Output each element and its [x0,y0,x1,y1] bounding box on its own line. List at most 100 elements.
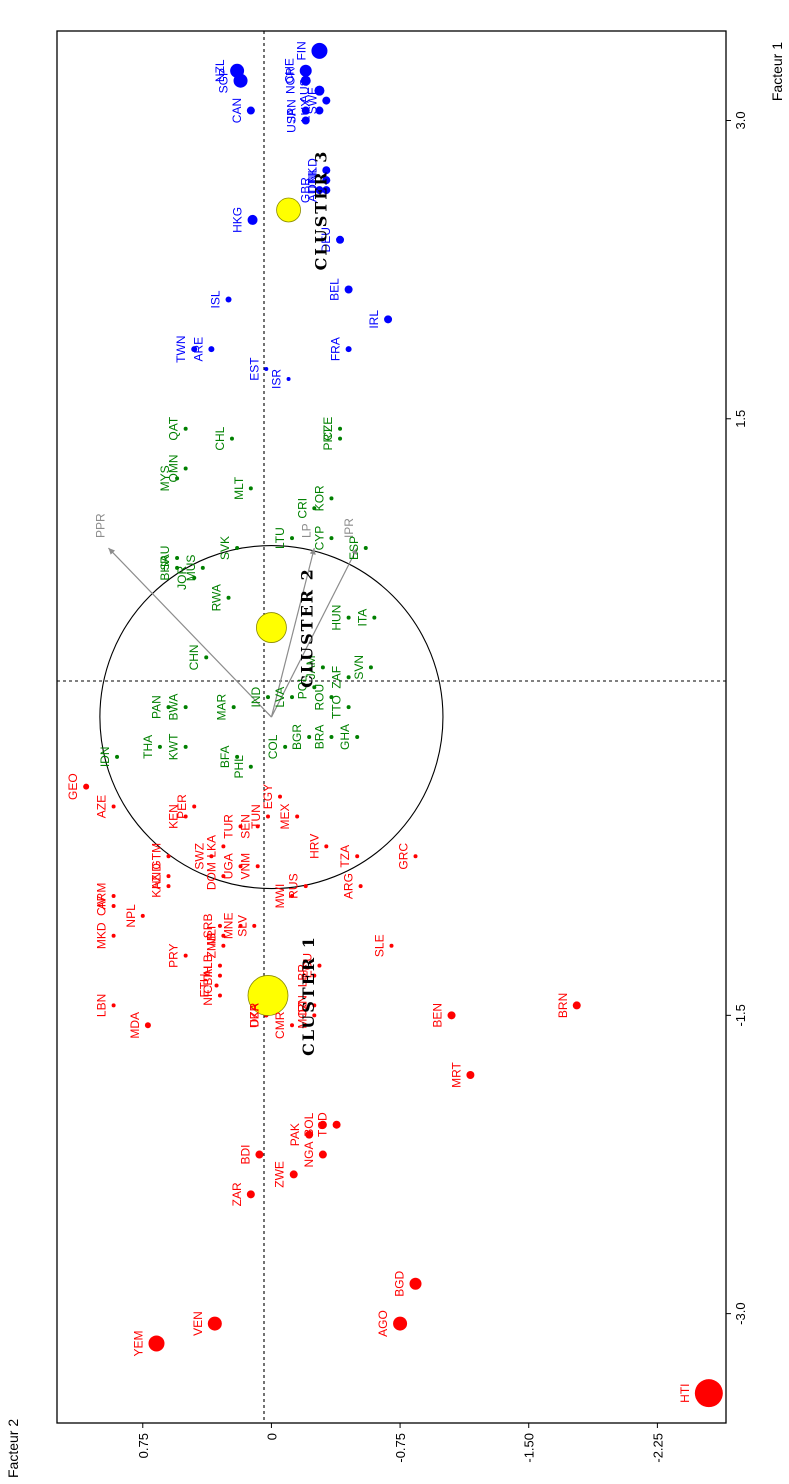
point-hnd [166,874,171,879]
point-gbr [315,186,324,195]
label-kwt: KWT [167,733,181,760]
point-nor [300,75,311,86]
point-isl [225,296,232,303]
label-cmr: CMR [273,1011,287,1039]
label-eth: ETH [198,974,212,998]
label-egy: EGY [261,784,275,809]
point-rou [329,695,334,700]
point-ecu [317,963,322,968]
point-brn [572,1001,581,1010]
label-nld: NLD [305,158,319,182]
centroid-cluster-1 [247,975,289,1016]
point-pak [305,1130,314,1139]
cluster-label-cluster-2: CLUSTER 2 [297,567,316,688]
point-ita [372,615,377,620]
label-slv: SLV [235,915,249,937]
label-prt: PRT [321,426,335,450]
label-cze: CZE [321,417,335,441]
label-gtm: GTM [150,843,164,870]
point-hti [694,1379,723,1408]
point-bhr [175,565,180,570]
label-zar: ZAR [230,1182,244,1206]
label-nic: NIC [201,985,215,1006]
label-bgr: BGR [290,724,304,750]
point-irn [312,1003,317,1008]
centroid-cluster-2 [256,612,287,643]
point-cyp [329,536,334,541]
label-bra: BRA [312,725,326,750]
label-srb: SRB [201,914,215,939]
facteur2-axis-label: Facteur 2 [5,1419,21,1478]
point-can [246,106,255,115]
point-mkd [111,933,116,938]
point-bdi [255,1150,264,1159]
label-mkd: MKD [95,922,109,949]
label-kaz: KAZ [150,874,164,897]
label-pan: PAN [150,695,164,719]
label-grc: GRC [397,843,411,870]
label-mys: MYS [158,465,172,491]
point-bih [217,973,222,978]
point-egy [278,794,282,799]
label-bdi: BDI [238,1145,252,1165]
point-est [264,367,269,372]
point-jam [320,665,325,670]
label-ecu: ECU [300,953,314,978]
label-ind: IND [249,687,263,708]
point-ben [447,1011,456,1020]
point-civ [111,903,116,908]
label-nor: NOR [284,67,298,94]
label-rou: ROU [312,684,326,711]
point-bwa [183,705,188,710]
point-usa [301,116,310,125]
label-ukr: UKR [247,1002,261,1028]
label-sle: SLE [373,934,387,957]
label-zwe: ZWE [273,1161,287,1188]
point-twn [191,346,198,353]
point-tur [238,824,243,829]
label-geo: GEO [66,773,80,800]
variable-arrowhead [351,548,358,556]
point-bfa [235,754,240,759]
label-hkg: HKG [231,207,245,233]
point-jor [192,575,197,580]
point-yem [148,1335,165,1352]
point-srb [217,923,222,928]
variable-arrow-ipr [270,547,358,718]
point-grc [413,854,418,859]
point-mar [231,705,236,710]
label-jpn: JPN [285,99,299,122]
label-dnk: DNK [305,167,319,192]
label-phl: PHL [232,755,246,779]
point-jpn [301,106,310,115]
point-eth [214,983,219,988]
point-zmb [221,943,226,948]
point-aut [322,186,331,195]
cluster-label-cluster-1: CLUSTER 1 [299,935,318,1056]
label-gbr: GBR [298,177,312,203]
label-pry: PRY [167,943,181,967]
label-est: EST [247,357,261,381]
label-tun: TUN [249,804,263,829]
label-fra: FRA [329,337,343,361]
point-omn [183,466,188,471]
facteur1-axis-label: Facteur 1 [769,42,785,101]
label-hti: HTI [678,1383,692,1402]
label-rwa: RWA [210,584,224,611]
label-uga: UGA [222,853,236,879]
variable-label-ppr: PPR [93,513,107,538]
point-ken [183,814,188,819]
point-zaf [346,675,351,680]
point-slv [252,923,257,928]
label-mne: MNE [222,913,236,940]
label-lbr: LBR [295,964,309,988]
point-cze [338,426,343,431]
point-npl [140,913,145,918]
facteur2-tick-label: -1.50 [522,1433,537,1463]
point-alb [217,963,222,968]
point-hun [346,615,351,620]
point-ago [393,1316,408,1331]
point-ltu [290,536,295,541]
point-zwe [289,1170,298,1179]
